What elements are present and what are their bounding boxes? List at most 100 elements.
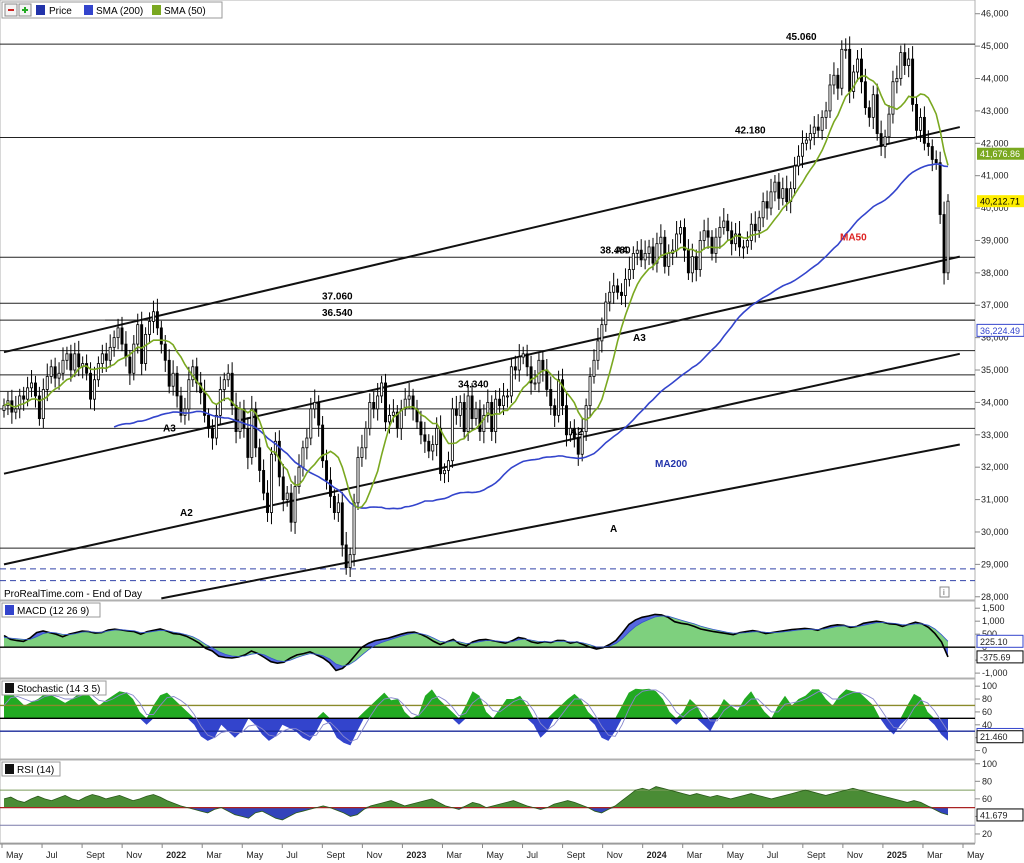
candle-body	[533, 382, 537, 385]
candle-body	[454, 408, 458, 416]
candle-body	[714, 236, 718, 254]
y-tick-label: 28,000	[981, 592, 1009, 602]
y-tick-label: 44,000	[981, 74, 1009, 84]
rsi-blue-area	[4, 807, 948, 820]
candle-body	[423, 434, 427, 442]
candle-body	[765, 201, 769, 209]
macd-last-tag	[976, 650, 1024, 664]
candle-body	[77, 353, 81, 368]
rsi-title: RSI (14)	[17, 765, 54, 776]
candle-body	[427, 440, 431, 452]
candle-body	[384, 382, 388, 423]
stochastic-last-tag	[976, 730, 1024, 744]
sma200-legend-swatch	[84, 5, 93, 15]
candle-body	[722, 220, 726, 228]
sma50-last-value: 41,676.86	[980, 149, 1020, 159]
y-tick-label: 80	[982, 776, 992, 786]
candle-body	[301, 447, 305, 468]
macd-legend: MACD (12 26 9)	[1, 602, 101, 618]
candle-body	[325, 460, 329, 481]
candle-body	[100, 353, 104, 364]
remove-icon[interactable]	[4, 3, 18, 17]
candle-body	[745, 240, 749, 248]
candle-body	[631, 253, 635, 271]
x-tick-label: 2023	[406, 850, 426, 860]
add-icon[interactable]	[18, 3, 32, 17]
candle-body	[871, 94, 875, 118]
candle-body	[179, 395, 183, 416]
candle-body	[773, 181, 777, 193]
candle-body	[828, 84, 832, 112]
candle-body	[96, 363, 100, 381]
candle-body	[702, 230, 706, 241]
stochastic-last-value: 21.460	[980, 732, 1008, 742]
candle-body	[450, 408, 454, 462]
x-tick-label: Nov	[847, 850, 864, 860]
candle-body	[73, 353, 77, 371]
candle-body	[89, 372, 93, 400]
candle-body	[804, 139, 808, 144]
x-tick-label: Jul	[527, 850, 539, 860]
channel-label: A2	[570, 427, 583, 438]
candle-body	[863, 81, 867, 109]
candle-body	[395, 411, 399, 429]
macd-legend-swatch	[5, 605, 14, 615]
stochastic-y-axis: 10080604020025.00221.460	[975, 681, 1024, 756]
y-tick-label: 60	[982, 707, 992, 717]
y-tick-label: 32,000	[981, 462, 1009, 472]
candle-body	[612, 285, 616, 293]
candle-body	[163, 343, 167, 361]
x-tick-label: Mar	[927, 850, 943, 860]
candle-body	[859, 58, 863, 83]
candle-body	[655, 243, 659, 264]
candle-body	[238, 408, 242, 432]
stochastic-title: Stochastic (14 3 5)	[17, 684, 100, 695]
trend-channels	[3, 126, 975, 600]
candle-body	[588, 376, 592, 407]
y-tick-label: -1,000	[982, 668, 1008, 678]
candle-body	[852, 71, 856, 92]
candle-body	[328, 479, 332, 497]
candle-body	[498, 398, 502, 407]
y-tick-label: 20	[982, 829, 992, 839]
sma50-last-tag	[977, 147, 1024, 160]
x-tick-label: 2025	[887, 850, 907, 860]
x-tick-label: Jul	[46, 850, 58, 860]
candle-body	[230, 372, 234, 407]
channel-line	[3, 126, 961, 354]
candle-body	[269, 453, 273, 513]
candle-body	[710, 236, 714, 254]
candle-body	[22, 395, 26, 400]
candle-body	[824, 110, 828, 118]
macd-title: MACD (12 26 9)	[17, 606, 89, 617]
candle-body	[458, 402, 462, 416]
candle-body	[132, 343, 136, 374]
candle-body	[266, 492, 270, 513]
candle-body	[490, 402, 494, 432]
candle-body	[934, 159, 938, 164]
rsi-last-value: 41.679	[980, 810, 1008, 820]
info-icon[interactable]: i	[939, 586, 950, 598]
candle-body	[517, 356, 521, 371]
candle-body	[250, 408, 254, 458]
y-tick-label: 40,000	[981, 203, 1009, 213]
candle-body	[273, 440, 277, 455]
candle-body	[207, 414, 211, 429]
candle-body	[136, 324, 140, 345]
candle-body	[104, 353, 108, 361]
candle-body	[600, 324, 604, 342]
rsi-area	[0, 786, 975, 826]
candle-body	[726, 220, 730, 232]
candle-body	[808, 133, 812, 141]
x-tick-label: Sept	[807, 850, 826, 860]
channel-line	[161, 443, 960, 600]
candle-body	[380, 382, 384, 397]
x-tick-label: May	[487, 850, 505, 860]
candle-body	[592, 359, 596, 377]
price-annotations: 45.060 42.180 38.480 37.060 36.540 34.340 A4 A3…	[163, 32, 867, 535]
legend-sma50: SMA (50)	[164, 6, 206, 17]
candle-body	[639, 249, 643, 261]
candle-body	[616, 285, 620, 293]
stochastic-blue-area	[4, 718, 948, 746]
